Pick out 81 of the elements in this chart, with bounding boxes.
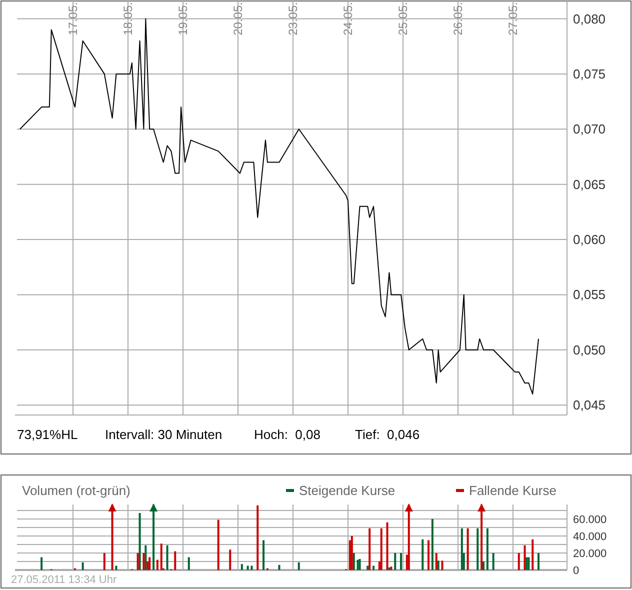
bar [394, 552, 396, 570]
bar [136, 552, 139, 570]
bar [217, 520, 220, 570]
y-tick-label: 0,075 [573, 66, 606, 82]
bar [372, 566, 375, 570]
y-tick-label: 0,060 [573, 232, 606, 248]
bar [160, 544, 162, 570]
y-tick-label: 40.000 [573, 530, 607, 543]
x-tick-label: 27.05. [506, 2, 520, 36]
bar [356, 560, 359, 570]
bar [441, 560, 444, 570]
bar [437, 560, 440, 570]
bar [350, 536, 353, 570]
x-tick-label: 25.05. [396, 2, 410, 36]
bar [256, 505, 259, 570]
bar [174, 551, 176, 570]
bar [278, 564, 280, 570]
bar [380, 528, 382, 570]
x-tick-label: 17.05. [66, 2, 80, 36]
bar [428, 540, 430, 570]
bar [431, 518, 434, 570]
text: 27.05.2011 13:34 Uhr [11, 574, 117, 586]
bar [348, 540, 351, 570]
bar [156, 560, 158, 570]
y-tick-label: 60.000 [573, 514, 607, 526]
bar [400, 552, 402, 570]
text: 73,91%HL [17, 427, 78, 442]
bar [250, 566, 253, 570]
bar [492, 552, 494, 570]
text: Intervall: 30 Minuten [105, 427, 222, 442]
bar [148, 557, 151, 570]
legend-label: Fallende Kurse [469, 483, 556, 498]
bar [138, 513, 141, 570]
bar [240, 564, 243, 570]
bar [435, 552, 438, 570]
y-tick-label: 0,050 [573, 342, 606, 358]
chart-title: Volumen (rot-grün) [22, 483, 130, 498]
bar [460, 528, 463, 570]
bar [103, 552, 106, 570]
y-tick-label: 0 [573, 564, 580, 577]
bar [366, 566, 369, 570]
bar [482, 561, 485, 570]
bar [422, 539, 424, 570]
bar [486, 528, 488, 570]
y-tick-label: 0,055 [573, 287, 606, 302]
bar [115, 566, 118, 570]
bar [144, 545, 147, 570]
bar [352, 552, 355, 570]
bar [476, 528, 479, 570]
x-tick-label: 23.05. [286, 2, 300, 36]
bar [166, 545, 168, 570]
bar [298, 562, 300, 570]
x-tick-label: 20.05. [231, 2, 246, 36]
bar [229, 550, 232, 570]
bar [524, 545, 526, 570]
bar [246, 566, 249, 570]
bar [142, 552, 145, 570]
x-tick-label: 26.05. [451, 2, 466, 36]
x-tick-label: 19.05. [176, 2, 190, 36]
x-tick-label: 24.05. [341, 2, 356, 36]
y-tick-label: 0,065 [573, 176, 606, 192]
bar [518, 552, 520, 570]
y-tick-label: 20.000 [573, 548, 607, 560]
bar [466, 528, 469, 570]
legend-label: Steigende Kurse [299, 483, 396, 498]
y-tick-label: 0,070 [573, 122, 606, 137]
bar [82, 562, 84, 570]
text: Tief: 0,046 [355, 427, 420, 442]
bar [532, 539, 534, 570]
bar [188, 557, 190, 570]
bar [262, 540, 265, 570]
bar [368, 528, 371, 570]
y-tick-label: 0,080 [573, 11, 606, 26]
text: Hoch: 0,08 [254, 427, 320, 442]
bar [358, 558, 361, 570]
bar [146, 561, 149, 570]
bar [386, 522, 388, 570]
x-tick-label: 18.05. [121, 2, 136, 36]
bar [40, 557, 43, 570]
y-tick-label: 0,045 [573, 398, 606, 413]
bar [538, 552, 540, 570]
